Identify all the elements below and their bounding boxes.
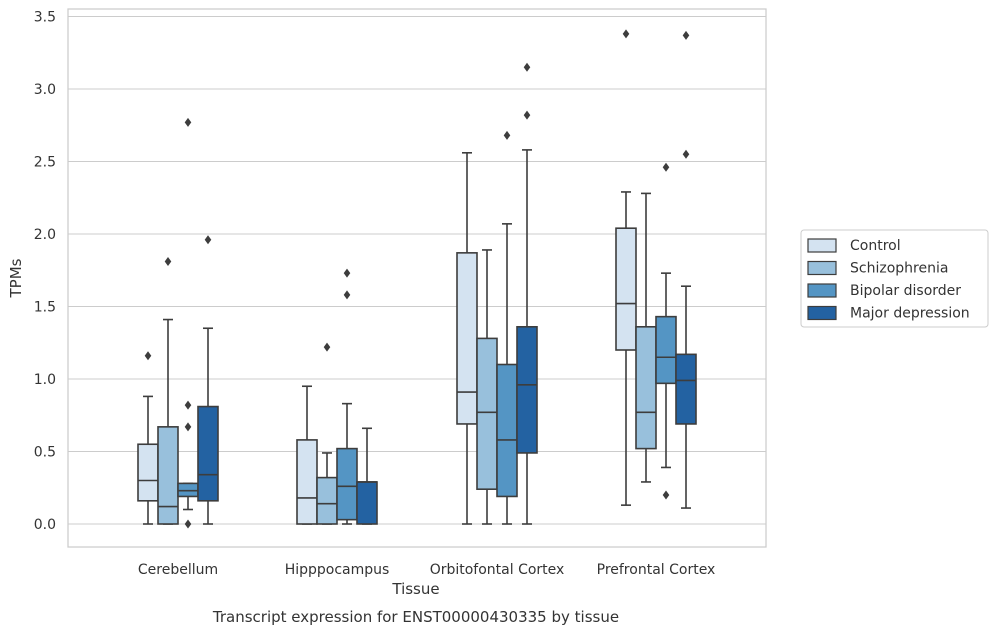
x-tick-label: Hipppocampus [285,562,390,578]
chart-caption: Transcript expression for ENST0000043033… [212,608,619,626]
box-schizophrenia [476,249,498,525]
outlier-point [164,257,172,267]
legend-swatch [807,238,837,253]
box-major-depression [516,62,538,525]
iqr-box [137,443,159,502]
box-bipolar-disorder [177,117,199,529]
x-tick-label: Orbitofontal Cortex [430,562,565,578]
iqr-box [615,227,637,351]
iqr-box [456,252,478,425]
outlier-point [204,235,212,245]
y-tick-label: 2.0 [34,227,56,243]
legend-label: Control [850,238,901,254]
legend-swatch [807,283,837,298]
box-control [296,385,318,525]
outlier-point [184,400,192,410]
y-tick-label: 1.5 [34,300,56,316]
plot-area [67,8,767,548]
box-schizophrenia [635,192,657,483]
boxes [137,29,697,529]
box-schizophrenia [157,257,179,525]
iqr-box [316,476,338,525]
outlier-point [144,351,152,361]
box-bipolar-disorder [655,162,677,500]
box-schizophrenia [316,342,338,525]
iqr-box [356,481,378,525]
iqr-box [655,315,677,385]
outlier-point [523,62,531,72]
legend-label: Bipolar disorder [850,283,961,299]
box-control [456,152,478,525]
outlier-point [682,149,690,159]
iqr-box [635,325,657,450]
y-tick-label: 3.0 [34,82,56,98]
y-tick-label: 3.5 [34,10,56,26]
outlier-point [184,117,192,127]
iqr-box [336,447,358,521]
y-tick-label: 2.5 [34,155,56,171]
legend-label: Schizophrenia [850,261,948,277]
x-tick-label: Cerebellum [138,562,218,578]
outlier-point [662,490,670,500]
outlier-point [343,290,351,300]
outlier-point [662,162,670,172]
box-control [615,29,637,506]
outlier-point [184,422,192,432]
x-tick-label: Prefrontal Cortex [597,562,716,578]
legend-frame [800,229,989,328]
box-major-depression [197,235,219,525]
legend-swatch [807,305,837,321]
gridlines [68,16,766,525]
y-tick-label: 0.5 [34,445,56,461]
iqr-box [296,439,318,525]
box-major-depression [356,427,378,525]
outlier-point [323,342,331,352]
iqr-box [197,405,219,502]
legend-label: Major depression [850,306,970,322]
outlier-point [184,519,192,529]
iqr-box [675,353,697,425]
legend: Control Schizophrenia Bipolar disorder Majo… [800,229,989,328]
outlier-point [523,110,531,120]
box-bipolar-disorder [496,130,518,525]
iqr-box [476,337,498,490]
iqr-box [516,325,538,454]
outlier-point [503,130,511,140]
x-axis-ticks: Cerebellum Hipppocampus Orbitofontal Corte… [138,562,715,578]
box-control [137,351,159,525]
iqr-box [496,363,518,498]
box-major-depression [675,30,697,509]
legend-swatch [807,260,837,276]
iqr-box [157,426,179,525]
y-tick-label: 0.0 [34,517,56,533]
y-axis-ticks: 0.0 0.5 1.0 1.5 2.0 2.5 3.0 3.5 [34,10,56,534]
y-tick-label: 1.0 [34,372,56,388]
outlier-point [343,268,351,278]
outlier-point [682,30,690,40]
outlier-point [622,29,630,39]
x-axis-title: Tissue [391,580,439,598]
y-axis-title: TPMs [7,258,25,298]
